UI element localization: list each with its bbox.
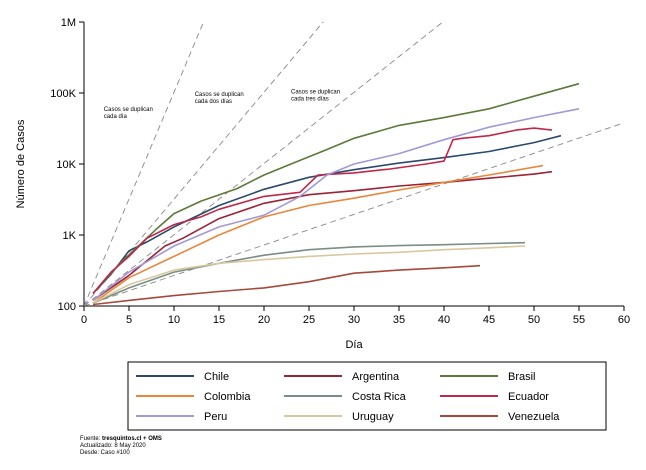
y-tick-label: 100K: [50, 88, 76, 100]
x-tick-label: 55: [573, 314, 585, 326]
footer-since: Desde: Caso #100: [80, 450, 130, 456]
legend-label: Uruguay: [352, 411, 394, 423]
series-line-argentina: [92, 170, 553, 302]
legend-label: Brasil: [508, 371, 536, 383]
reference-line-label: Casos se duplican cada dos días: [195, 92, 244, 105]
reference-line-doubling-2-days: [84, 22, 324, 306]
plot-area: 100 1K 10K 100K 1M 0 5 10 15 20 25 30 35 40 45 50 55 60 Ca…: [50, 17, 630, 326]
legend-label: Ecuador: [508, 391, 549, 403]
x-axis-label: Día: [345, 339, 363, 351]
series-line-uruguay: [92, 245, 526, 304]
y-tick-label: 1K: [63, 230, 77, 242]
legend-label: Costa Rica: [352, 391, 407, 403]
footer-updated: Actualizado: 8 May 2020: [80, 443, 146, 449]
x-tick-label: 10: [168, 314, 180, 326]
legend-box: [127, 361, 607, 431]
x-tick-label: 0: [81, 314, 87, 326]
legend-label: Argentina: [352, 371, 400, 383]
footer: Fuente: tresquintos.cl + OMS Actualizado…: [80, 436, 162, 457]
x-tick-label: 45: [483, 314, 495, 326]
legend-label: Colombia: [204, 391, 251, 403]
series-line-chile: [92, 134, 562, 295]
series-line-costa-rica: [92, 241, 526, 304]
series-line-ecuador: [92, 127, 553, 295]
plot-lines: [84, 22, 624, 306]
x-tick-label: 60: [618, 314, 630, 326]
footer-source: Fuente: tresquintos.cl + OMS: [80, 436, 162, 443]
x-tick-label: 20: [258, 314, 270, 326]
legend-label: Chile: [204, 371, 229, 383]
series-line-venezuela: [92, 264, 481, 306]
x-tick-label: 50: [528, 314, 540, 326]
x-tick-label: 15: [213, 314, 225, 326]
y-tick-label: 1M: [61, 17, 76, 29]
x-tick-label: 25: [303, 314, 315, 326]
legend-label: Peru: [204, 411, 227, 423]
y-tick-label: 10K: [56, 159, 76, 171]
legend: Chile Argentina Brasil Colombia Costa Rica Ec…: [127, 361, 607, 431]
legend-label: Venezuela: [508, 411, 560, 423]
reference-line-label: Casos se duplican cada tres días: [291, 90, 340, 103]
reference-line-doubling-1-days: [84, 22, 205, 306]
series-line-peru: [92, 108, 580, 302]
reference-line-doubling-7-days: [84, 122, 624, 306]
x-tick-label: 5: [126, 314, 132, 326]
x-tick-label: 40: [438, 314, 450, 326]
series-line-brasil: [92, 82, 580, 295]
y-axis-label: Número de Casos: [15, 119, 27, 208]
x-tick-label: 35: [393, 314, 405, 326]
x-tick-label: 30: [348, 314, 360, 326]
footer-source-label: Fuente:: [80, 436, 103, 442]
reference-line-label: Casos se duplican cada día: [104, 107, 153, 120]
footer-source-value: tresquintos.cl + OMS: [102, 436, 162, 442]
y-tick-label: 100: [58, 301, 76, 313]
reference-line-doubling-3-days: [84, 22, 444, 306]
series-line-colombia: [92, 164, 544, 304]
